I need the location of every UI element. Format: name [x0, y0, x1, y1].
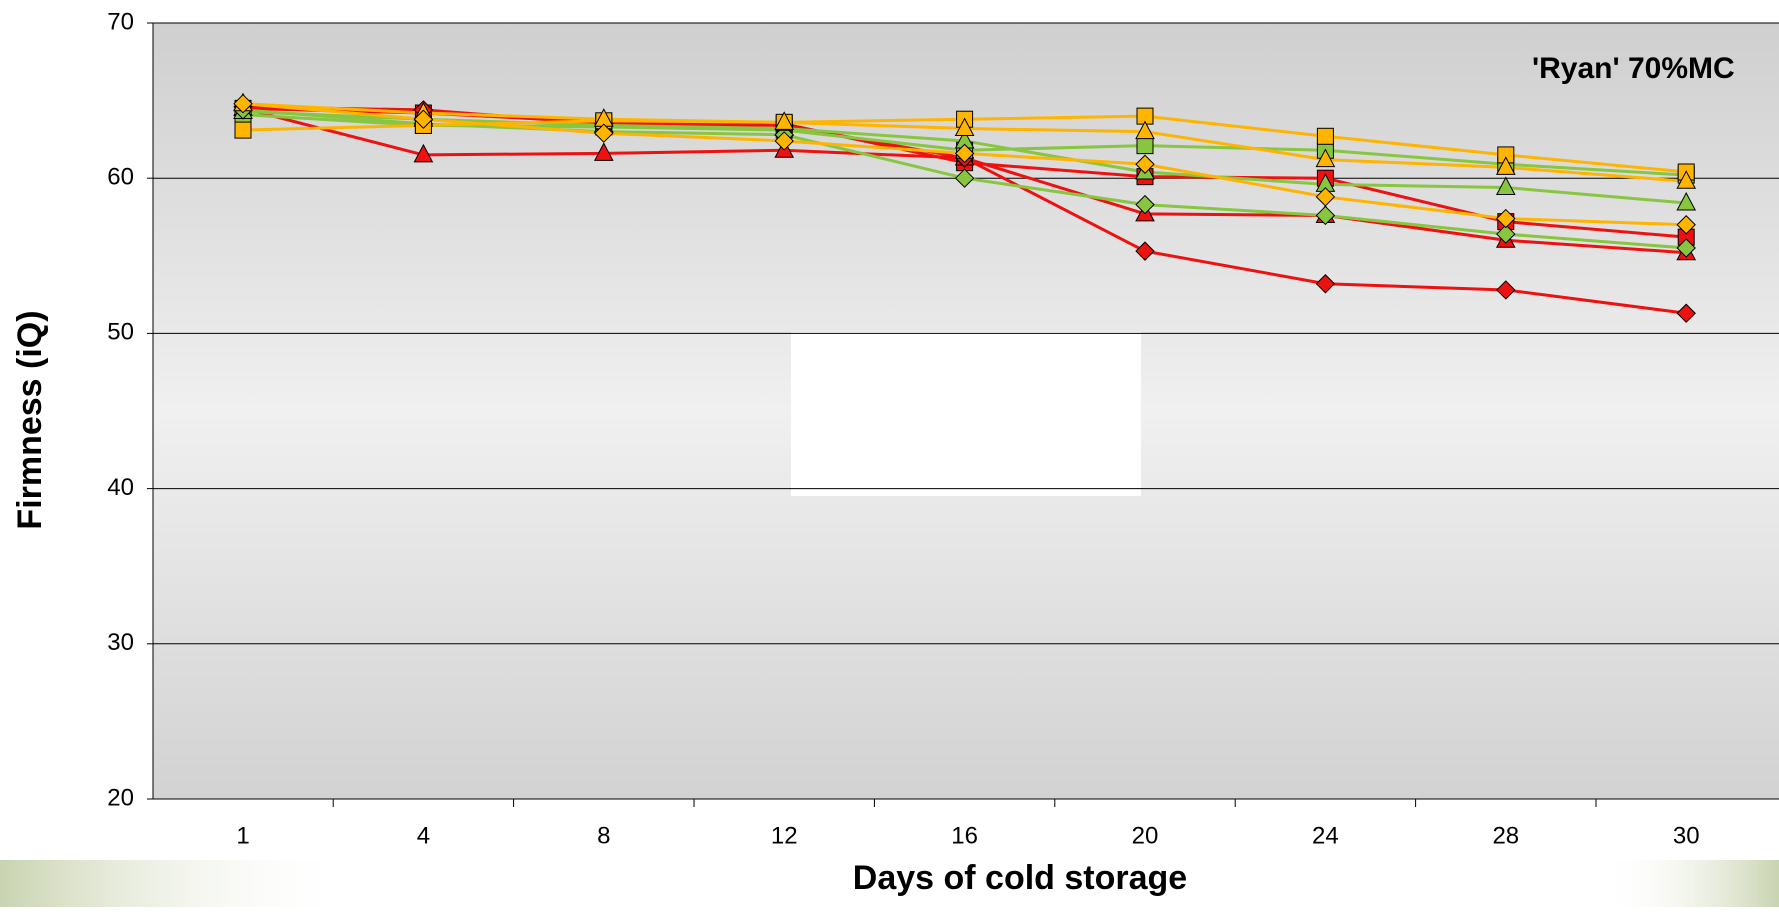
marker	[1496, 224, 1516, 244]
x-tick-label: 28	[1492, 822, 1519, 849]
y-axis-title: Firmness (iQ)	[11, 310, 49, 529]
marker	[774, 131, 794, 151]
marker	[1136, 137, 1154, 155]
marker	[1496, 280, 1516, 300]
marker	[1135, 194, 1155, 215]
marker	[1676, 191, 1697, 211]
y-tick-label: 30	[107, 629, 134, 656]
y-tick-label: 40	[107, 474, 134, 501]
marker	[1676, 238, 1696, 258]
x-axis-title: Days of cold storage	[853, 859, 1187, 897]
marker	[774, 111, 795, 130]
decoration	[0, 860, 1779, 907]
marker	[954, 117, 975, 137]
marker	[954, 143, 975, 164]
x-tick-label: 30	[1673, 822, 1700, 849]
marker	[594, 123, 614, 143]
marker	[1496, 208, 1516, 229]
annotation: 'Ryan' 70%MC	[1532, 52, 1735, 85]
marker	[1495, 176, 1516, 196]
marker	[1135, 120, 1155, 140]
blank-patch	[791, 332, 1141, 496]
marker	[1676, 303, 1696, 323]
marker	[233, 93, 253, 114]
x-tick-label: 8	[597, 822, 610, 849]
y-tick-label: 60	[107, 164, 134, 191]
plot-layer: 20 30 40 50 60 70 1 4 8 12 16 20 24 28 30	[107, 8, 1779, 849]
x-tick-label: 4	[417, 822, 430, 849]
marker	[1676, 215, 1696, 235]
x-tick-label: 24	[1312, 822, 1339, 849]
x-tick-label: 20	[1132, 822, 1159, 849]
marker	[1316, 127, 1334, 145]
marker	[1135, 241, 1155, 261]
marker	[1315, 187, 1336, 207]
marker	[1135, 154, 1155, 174]
marker	[413, 109, 434, 129]
marker	[1315, 148, 1336, 168]
marker	[1495, 156, 1516, 175]
marker	[1315, 274, 1336, 294]
marker	[593, 142, 614, 161]
marker	[1676, 170, 1697, 189]
marker	[954, 168, 975, 188]
marker	[234, 121, 252, 139]
x-tick-label: 12	[771, 822, 798, 849]
y-tick-label: 50	[107, 319, 134, 346]
x-tick-label: 16	[951, 822, 978, 849]
y-tick-label: 70	[107, 8, 134, 35]
y-tick-label: 20	[107, 784, 134, 811]
marker	[413, 143, 434, 163]
x-tick-label: 1	[236, 822, 249, 849]
marker	[1315, 205, 1336, 226]
